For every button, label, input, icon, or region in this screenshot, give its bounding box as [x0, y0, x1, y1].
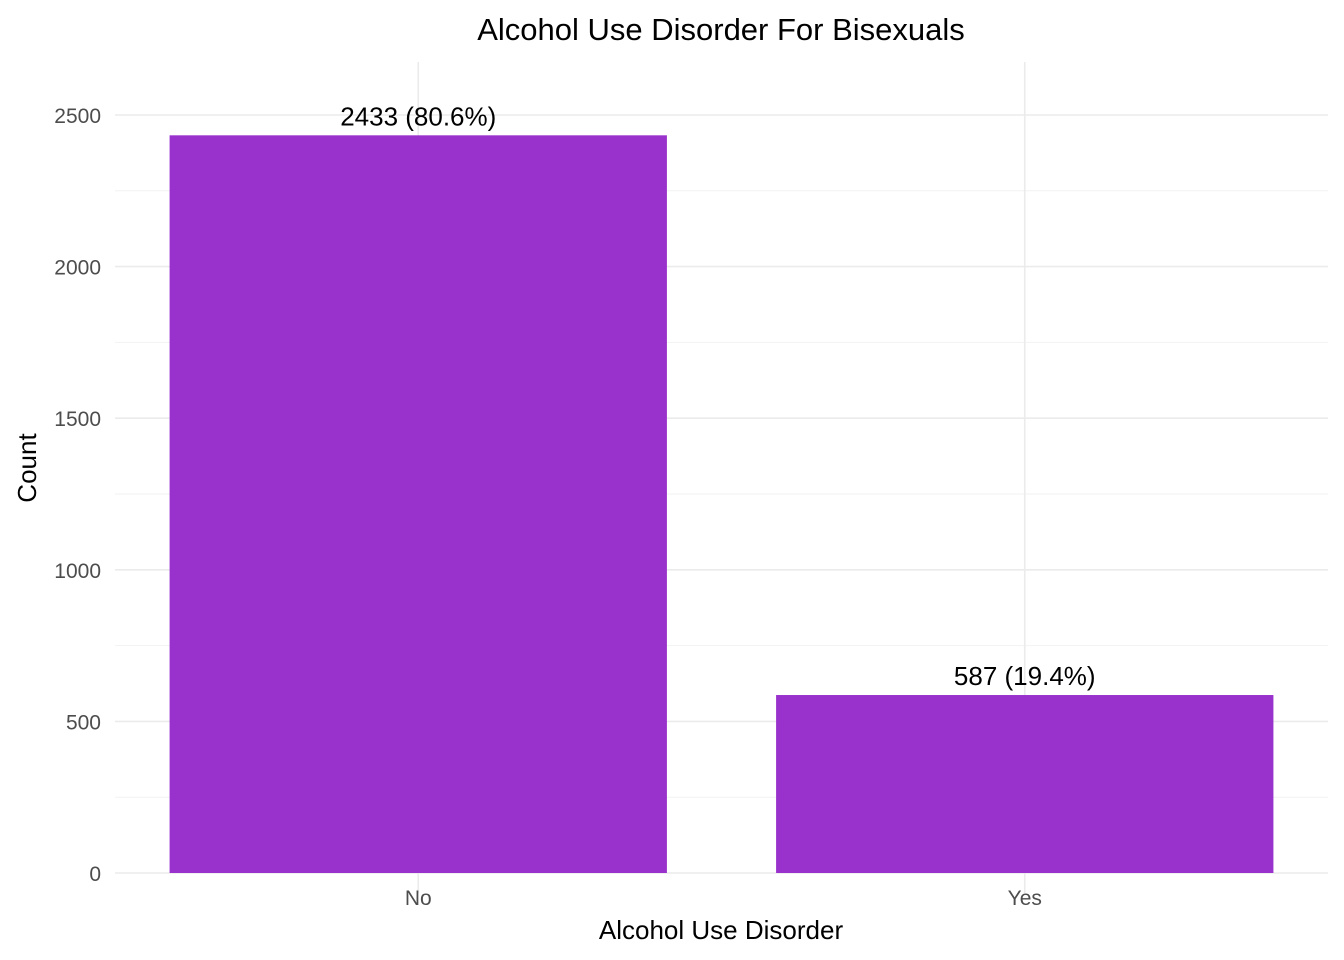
data-label: 587 (19.4%): [954, 661, 1096, 691]
x-tick-label: Yes: [1008, 887, 1042, 910]
y-tick-label: 1000: [54, 560, 101, 583]
data-label: 2433 (80.6%): [340, 101, 496, 131]
x-tick-label: No: [405, 887, 432, 910]
y-axis-ticks: 0 500 1000 1500 2000 2500: [54, 105, 101, 886]
y-tick-label: 2000: [54, 257, 101, 280]
chart-title: Alcohol Use Disorder For Bisexuals: [477, 12, 965, 47]
data-labels: 2433 (80.6%) 587 (19.4%): [340, 101, 1095, 691]
x-axis-title: Alcohol Use Disorder: [599, 915, 844, 945]
y-tick-label: 500: [66, 711, 101, 734]
y-axis-title: Count: [12, 433, 42, 503]
bar-no: [169, 135, 667, 874]
bars: [169, 135, 1274, 874]
y-tick-label: 0: [89, 863, 101, 886]
x-axis-ticks: No Yes: [405, 887, 1042, 910]
y-tick-label: 2500: [54, 105, 101, 128]
y-tick-label: 1500: [54, 408, 101, 431]
bar-yes: [776, 695, 1274, 873]
